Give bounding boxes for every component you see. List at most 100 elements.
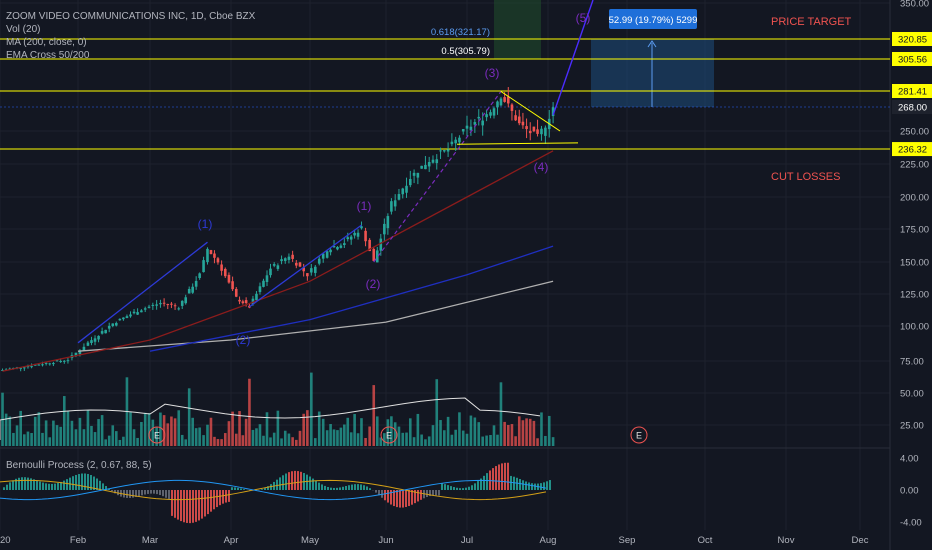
- candle-body: [499, 98, 503, 106]
- oscillator-bar: [531, 483, 533, 490]
- volume-bar: [227, 421, 231, 446]
- legend-ma[interactable]: MA (200, close, 0): [6, 37, 87, 48]
- volume-bar: [115, 431, 118, 446]
- candle-body: [159, 302, 162, 305]
- oscillator-bar: [192, 490, 194, 523]
- oscillator-bar: [417, 490, 419, 502]
- oscillator-bar: [528, 482, 530, 490]
- oscillator-bar: [363, 485, 365, 490]
- candle-body: [473, 122, 477, 125]
- oscillator-bar: [522, 480, 524, 490]
- oscillator-bar: [357, 484, 359, 490]
- oscillator-bar: [441, 483, 443, 490]
- wave-label: (3): [485, 66, 500, 80]
- volume-bar: [401, 432, 405, 446]
- candle-body: [78, 350, 82, 355]
- candle-body: [265, 275, 269, 282]
- volume-bar: [287, 433, 291, 446]
- oscillator-bar: [165, 490, 167, 498]
- volume-bar: [159, 412, 162, 446]
- time-axis[interactable]: 20 Feb Mar Apr May Jun Jul Aug Sep Oct Nov Dec: [0, 535, 869, 546]
- candle-body: [540, 128, 543, 135]
- x-tick-label: Oct: [698, 535, 713, 546]
- oscillator-bar: [87, 473, 89, 490]
- candle-body: [446, 149, 450, 152]
- volume-bar: [129, 412, 132, 446]
- oscillator-bar: [171, 490, 173, 516]
- volume-bar: [238, 411, 241, 446]
- earnings-marker: [380, 426, 398, 444]
- candle-body: [26, 366, 30, 368]
- price-axis[interactable]: 350.00 250.00 225.00 200.00 175.00 150.00 125.…: [900, 0, 929, 529]
- oscillator-bar: [405, 490, 407, 508]
- wave-line-1: [77, 241, 208, 344]
- volume-bar: [295, 439, 298, 446]
- oscillator-bar: [102, 483, 104, 490]
- volume-bar: [521, 420, 525, 446]
- oscillator-bar: [54, 483, 56, 490]
- legend-vol[interactable]: Vol (20): [6, 24, 41, 35]
- oscillator-bar: [339, 487, 341, 490]
- candle-body: [390, 201, 393, 212]
- legend-ema[interactable]: EMA Cross 50/200: [6, 50, 90, 61]
- volume-bar: [540, 412, 543, 446]
- candle-body: [393, 200, 397, 207]
- volume-bar: [450, 434, 454, 446]
- candle-body: [496, 101, 499, 108]
- moving-average-lines: [2, 150, 554, 372]
- volume-bar: [458, 412, 461, 446]
- oscillator-bar: [39, 481, 41, 490]
- volume-bar: [390, 416, 393, 446]
- volume-bar: [412, 437, 416, 446]
- volume-bar: [336, 430, 339, 446]
- wave-label: (1): [357, 199, 372, 213]
- volume-bar: [386, 419, 390, 446]
- volume-bar: [191, 417, 194, 446]
- oscillator-bar: [9, 482, 11, 490]
- candle-body: [368, 239, 371, 252]
- candle-body: [191, 286, 194, 293]
- oscillator-bar: [333, 487, 335, 490]
- wave-label: (4): [534, 160, 549, 174]
- oscillator-bar: [483, 475, 485, 490]
- oscillator-bar: [129, 490, 131, 498]
- candle-body: [19, 367, 22, 369]
- candle-body: [97, 335, 100, 340]
- oscillator-bar: [201, 490, 203, 519]
- candle-body: [125, 316, 129, 319]
- volume-bar: [213, 436, 216, 446]
- fib-618-label: 0.618(321.17): [431, 27, 490, 38]
- volume-bar: [251, 429, 255, 446]
- candle-body: [269, 268, 272, 276]
- osc-tick-label: 4.00: [900, 454, 919, 465]
- oscillator-bar: [66, 479, 68, 490]
- candle-body: [255, 293, 258, 301]
- legend-symbol[interactable]: ZOOM VIDEO COMMUNICATIONS INC, 1D, Cboe …: [6, 11, 256, 22]
- candle-body: [450, 141, 454, 145]
- volume-bar: [100, 415, 104, 446]
- volume-bar: [52, 420, 55, 446]
- wave-line-5: [552, 0, 594, 116]
- oscillator-bar: [540, 483, 542, 490]
- volume-bar: [353, 414, 356, 446]
- volume-bar: [118, 439, 122, 446]
- volume-bar: [514, 436, 517, 446]
- volume-bar: [372, 385, 376, 446]
- oscillator-bar: [264, 487, 266, 490]
- volume-bar: [26, 431, 30, 446]
- volume-bar: [41, 432, 44, 446]
- volume-bar: [439, 420, 442, 446]
- candle-body: [458, 137, 461, 143]
- candle-body: [63, 360, 66, 362]
- candle-body: [48, 363, 52, 365]
- volume-bar: [536, 438, 539, 446]
- oscillator-bar: [432, 490, 434, 496]
- oscillator-bar: [477, 481, 479, 490]
- volume-bar: [477, 422, 481, 446]
- oscillator-title[interactable]: Bernoulli Process (2, 0.67, 88, 5): [6, 460, 152, 471]
- oscillator-bar: [375, 490, 377, 493]
- oscillator-bar: [420, 490, 422, 500]
- candle-body: [461, 129, 465, 132]
